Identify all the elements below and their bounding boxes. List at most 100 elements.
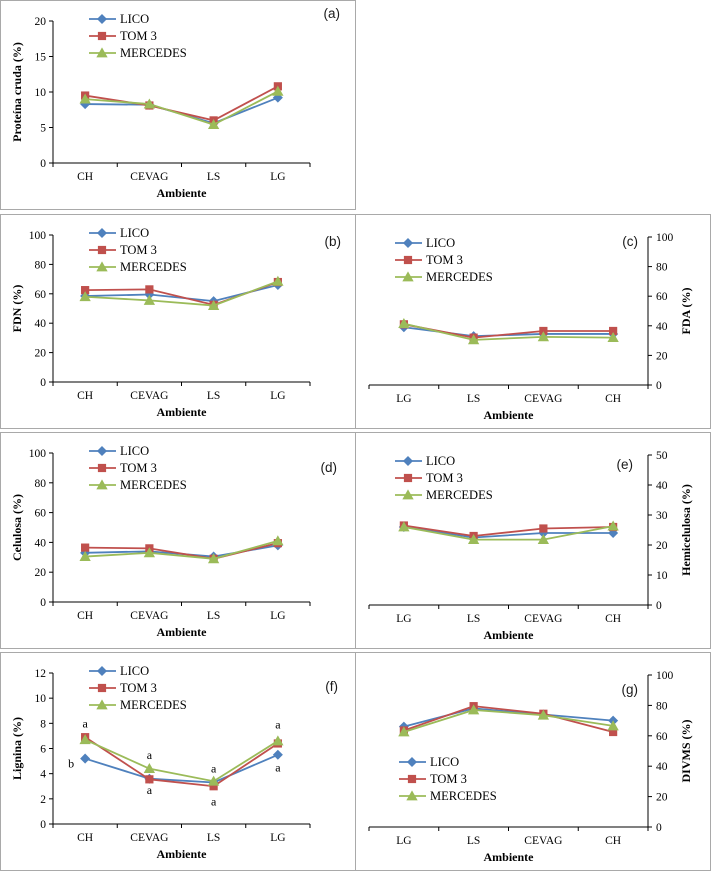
- data-point-tom-3-cevag: [145, 775, 154, 784]
- data-point-tom-3-ch: [81, 543, 90, 552]
- panel-e-hemicelulosa: 0 10 20 30 40 50 LG LS CEVAG CH Ambiente Hemicelulo…: [355, 432, 711, 649]
- legend-item-lico: LICO: [89, 664, 149, 678]
- significance-letter: b: [68, 757, 74, 771]
- legend-label-tom-3: TOM 3: [426, 471, 463, 485]
- data-point-mercedes-ch: [607, 332, 619, 343]
- legend-label-mercedes: MERCEDES: [120, 478, 187, 492]
- x-category-label-cevag: CEVAG: [130, 390, 168, 402]
- series-mercedes: [398, 704, 619, 737]
- legend-item-mercedes: MERCEDES: [395, 270, 493, 284]
- panel-c-fda: 0 20 40 60 80 100 LG LS CEVAG CH Ambiente FDA (%) LI…: [355, 214, 711, 429]
- data-point-mercedes-lg: [398, 726, 410, 737]
- series-line-tom-3: [403, 705, 614, 733]
- series-line-tom-3: [85, 542, 279, 560]
- y-tick-label: 20: [35, 16, 47, 28]
- x-category-label-ch: CH: [77, 832, 93, 844]
- legend-item-tom-3: TOM 3: [89, 461, 157, 475]
- legend-item-lico: LICO: [399, 755, 459, 769]
- legend-label-tom-3: TOM 3: [120, 681, 157, 695]
- x-category-labels: CH CEVAG LS LG: [77, 610, 285, 622]
- x-category-label-ls: LS: [207, 832, 220, 844]
- data-point-mercedes-lg: [398, 521, 410, 532]
- y-tick-label: 30: [656, 510, 668, 522]
- series-mercedes: [79, 535, 284, 564]
- data-point-mercedes-ls: [207, 299, 220, 310]
- data-point-mercedes-ls: [207, 119, 220, 130]
- y-tick-labels: 0 5 10 15 20: [35, 16, 47, 170]
- y-tick-label: 50: [656, 450, 668, 462]
- chart-a-proteina-cruda: 0 5 10 15 20 CH CEVAG LS LG Ambiente Proteína crud…: [10, 12, 311, 200]
- x-axis-title: Ambiente: [157, 847, 208, 861]
- data-point-mercedes-ch: [607, 520, 619, 531]
- x-category-label-ch: CH: [77, 610, 93, 622]
- y-tick-label: 12: [35, 668, 47, 680]
- legend-item-lico: LICO: [89, 226, 149, 240]
- chart-e-hemicelulosa: 0 10 20 30 40 50 LG LS CEVAG CH Ambiente Hemicelulo…: [368, 450, 693, 642]
- data-point-tom-3-cevag: [539, 524, 548, 533]
- legend-item-tom-3: TOM 3: [395, 253, 463, 267]
- x-category-label-cevag: CEVAG: [524, 835, 562, 847]
- x-category-label-ls: LS: [467, 613, 480, 625]
- legend-label-lico: LICO: [426, 454, 455, 468]
- y-tick-label: 0: [656, 822, 662, 834]
- legend-item-lico: LICO: [89, 12, 149, 26]
- series-line-tom-3: [84, 736, 279, 788]
- series-line-mercedes: [403, 525, 614, 541]
- series-line-tom-3: [85, 281, 279, 306]
- x-axis-title: Ambiente: [157, 405, 208, 419]
- series-line-mercedes: [403, 709, 614, 733]
- y-axis-title: DIVMS (%): [679, 720, 693, 783]
- legend-marker-diamond: [402, 455, 414, 467]
- y-tick-labels: 0 20 40 60 80 100: [656, 670, 674, 834]
- y-tick-label: 10: [35, 87, 47, 99]
- x-category-labels: LG LS CEVAG CH: [396, 835, 621, 847]
- data-point-mercedes-cevag: [537, 709, 550, 720]
- series-line-mercedes: [84, 738, 279, 783]
- x-axis-title: Ambiente: [157, 186, 208, 200]
- legend-label-mercedes: MERCEDES: [120, 260, 187, 274]
- series-mercedes: [79, 734, 284, 786]
- x-category-label-cevag: CEVAG: [130, 171, 168, 183]
- data-point-mercedes-ls: [467, 704, 480, 715]
- x-category-label-ch: CH: [605, 613, 621, 625]
- data-point-mercedes-ls: [207, 775, 220, 786]
- data-point-mercedes-cevag: [143, 763, 156, 774]
- panel-letter-d: (d): [320, 460, 338, 475]
- y-tick-label: 20: [35, 567, 47, 579]
- legend-label-mercedes: MERCEDES: [430, 789, 497, 803]
- y-axis-title: FDA (%): [679, 288, 693, 335]
- axes: [369, 675, 649, 828]
- series-line-mercedes: [85, 540, 279, 560]
- panel-letter-g: (g): [621, 682, 639, 697]
- series-tom-3: [81, 82, 282, 125]
- legend-label-lico: LICO: [120, 12, 149, 26]
- x-category-labels: CH CEVAG LS LG: [77, 832, 285, 844]
- x-axis-title: Ambiente: [484, 850, 535, 864]
- x-category-label-ch: CH: [605, 835, 621, 847]
- data-point-mercedes-ls: [467, 334, 480, 345]
- significance-letter: a: [275, 718, 281, 732]
- x-axis-title: Ambiente: [484, 408, 535, 422]
- y-tick-label: 0: [40, 597, 46, 609]
- y-tick-label: 60: [656, 731, 668, 743]
- data-point-mercedes-cevag: [537, 331, 550, 342]
- axes: [52, 453, 310, 603]
- legend: LICO TOM 3 MERCEDES: [89, 12, 187, 60]
- legend-label-lico: LICO: [120, 444, 149, 458]
- panel-letter-b: (b): [324, 234, 342, 249]
- legend-marker-triangle: [96, 699, 108, 710]
- y-tick-label: 60: [656, 291, 668, 303]
- data-point-mercedes-ls: [207, 553, 220, 564]
- y-tick-label: 4: [40, 769, 46, 781]
- legend-label-tom-3: TOM 3: [120, 29, 157, 43]
- legend-marker-diamond: [406, 756, 418, 768]
- y-tick-label: 20: [35, 348, 47, 360]
- x-category-label-cevag: CEVAG: [524, 613, 562, 625]
- legend-label-mercedes: MERCEDES: [120, 46, 187, 60]
- y-tick-label: 100: [29, 230, 47, 242]
- y-tick-label: 10: [35, 693, 47, 705]
- legend-marker-diamond: [96, 227, 108, 239]
- legend-marker-diamond: [96, 665, 108, 677]
- y-tick-labels: 0 20 40 60 80 100: [656, 232, 674, 392]
- y-tick-label: 6: [40, 744, 46, 756]
